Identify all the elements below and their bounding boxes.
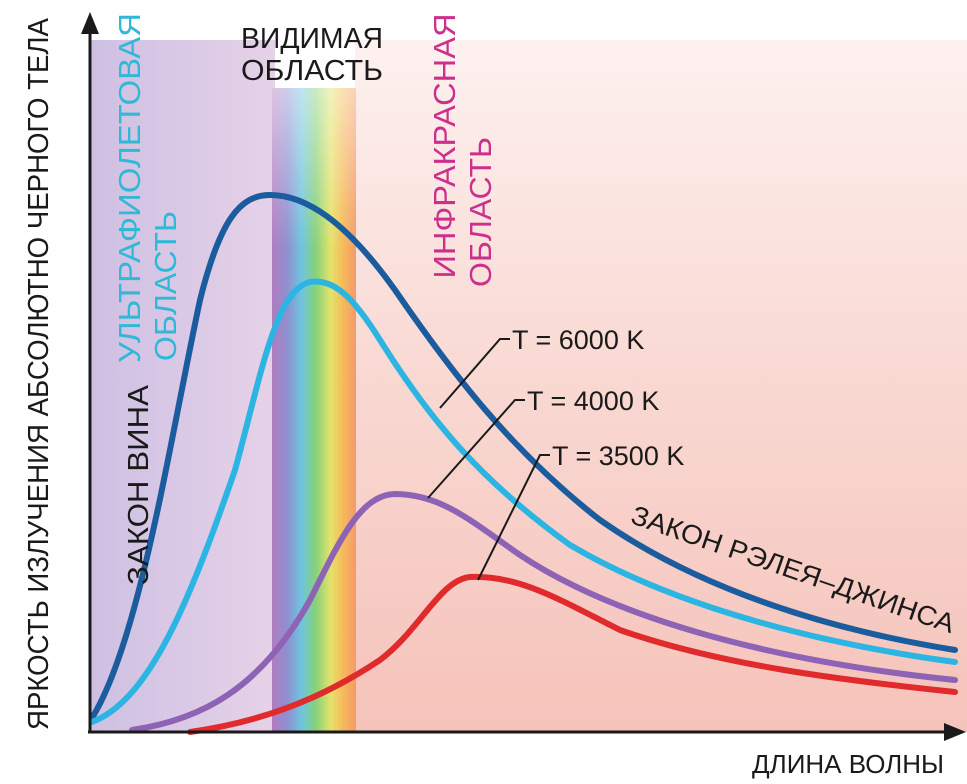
x-axis-label: ДЛИНА ВОЛНЫ (752, 749, 944, 779)
x-axis-arrow (944, 723, 966, 741)
curve-light-blue (89, 278, 958, 725)
curve-4000k (129, 490, 958, 733)
visible-region-label-line2: ОБЛАСТЬ (241, 55, 383, 87)
wien-law-label: ЗАКОН ВИНА (123, 384, 155, 585)
curve-6000k (89, 191, 958, 721)
ir-region-band (355, 40, 967, 732)
y-axis-label: ЯРКОСТЬ ИЗЛУЧЕНИЯ АБСОЛЮТНО ЧЕРНОГО ТЕЛА (23, 17, 55, 730)
series-label-6000k: T = 6000 K (512, 325, 644, 355)
uv-region-label-line1: УЛЬТРАФИОЛЕТОВАЯ (112, 13, 147, 363)
ir-region-label-line2: ОБЛАСТЬ (463, 137, 498, 287)
series-label-3500k: T = 3500 K (552, 441, 684, 471)
y-axis-arrow (81, 12, 99, 34)
curve-3500k (187, 573, 958, 735)
series-label-4000k: T = 4000 K (527, 386, 659, 416)
leader-3500k (477, 454, 550, 581)
ir-region-label-line1: ИНФРАКРАСНАЯ (427, 14, 462, 279)
visible-region-label-line1: ВИДИМАЯ (241, 23, 383, 55)
leader-6000k (439, 338, 510, 409)
leader-4000k (427, 399, 525, 499)
uv-region-label-line2: ОБЛАСТЬ (148, 211, 183, 361)
